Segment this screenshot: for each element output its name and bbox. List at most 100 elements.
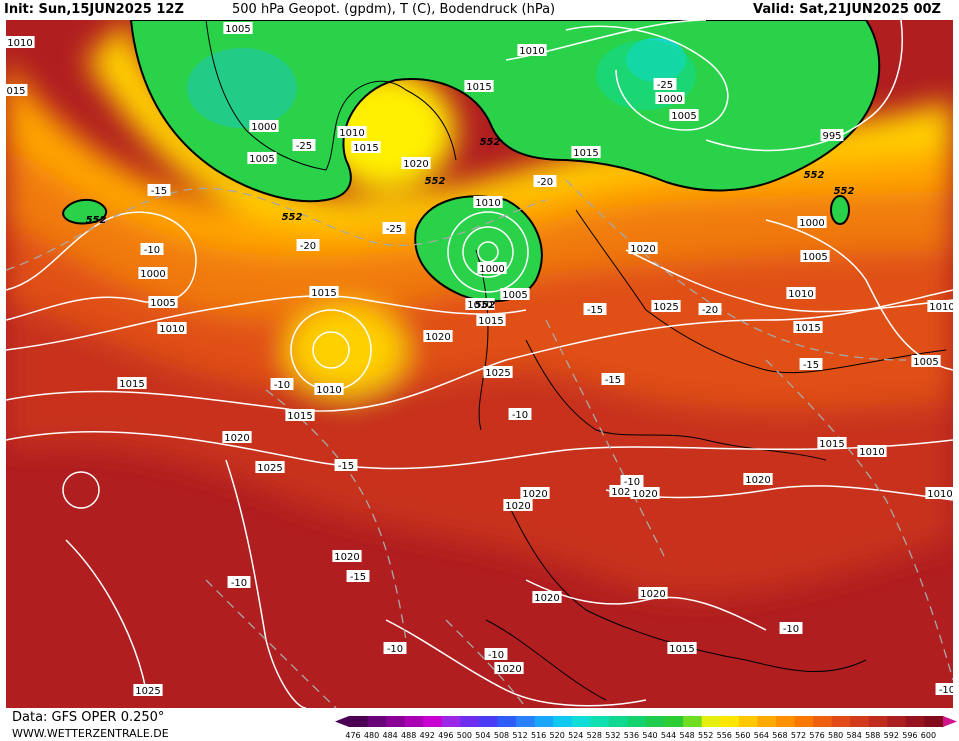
pressure-label-box xyxy=(423,330,453,342)
pressure-label: 1015 xyxy=(669,644,694,655)
pressure-label-box xyxy=(532,591,562,603)
pressure-label: 1010 xyxy=(859,447,884,458)
colorbar-tick-label: 488 xyxy=(401,731,416,740)
colorbar-swatch xyxy=(683,716,703,727)
pressure-label: 1015 xyxy=(819,439,844,450)
pressure-label-box xyxy=(332,550,362,562)
colorbar-tick-label: 552 xyxy=(698,731,713,740)
pressure-labels: 1005 1010 015 1010 1015 1000 1005 995 1000 1010 10… xyxy=(6,22,953,697)
low-552-east xyxy=(830,195,850,225)
pressure-label: 1010 xyxy=(929,302,953,313)
temperature-label-box xyxy=(935,683,953,695)
colorbar-tick-label: 576 xyxy=(809,731,824,740)
pressure-label: 1010 xyxy=(927,489,952,500)
pressure-label-box xyxy=(476,314,506,326)
colorbar-tick-label: 484 xyxy=(382,731,397,740)
temperature-label-box xyxy=(382,222,406,234)
colorbar-swatch xyxy=(590,716,610,727)
temperature-label-box xyxy=(270,378,294,390)
height-label: 552 xyxy=(86,215,107,226)
pressure-label: 1015 xyxy=(119,379,144,390)
pressure-label: 1020 xyxy=(611,487,636,498)
colorbar-swatch xyxy=(386,716,406,727)
pressure-label-box xyxy=(800,250,830,262)
pressure-label-box xyxy=(500,288,530,300)
pressure-label: 1020 xyxy=(630,244,655,255)
pressure-label-box xyxy=(465,298,495,310)
pressure-label: 1020 xyxy=(745,475,770,486)
valid-time: Valid: Sat,21JUN2025 00Z xyxy=(753,2,941,17)
pressure-label-box xyxy=(669,109,699,121)
temperature-label-box xyxy=(484,648,508,660)
pressure-label-box xyxy=(133,684,163,696)
colorbar-swatch xyxy=(646,716,666,727)
temperature-label-box xyxy=(227,576,251,588)
pressure-label: 1015 xyxy=(573,148,598,159)
pressure-label-box xyxy=(494,662,524,674)
colorbar-tick-label: 480 xyxy=(364,731,379,740)
height-label: 552 xyxy=(282,212,303,223)
pressure-label-box xyxy=(473,196,503,208)
colorbar-swatch xyxy=(775,716,795,727)
temperature-label: -15 xyxy=(605,375,621,386)
colorbar-tick-label: 512 xyxy=(512,731,527,740)
pressure-label: 1015 xyxy=(478,316,503,327)
pressure-label: 1020 xyxy=(534,593,559,604)
temperature-label: -10 xyxy=(624,477,640,488)
colorbar-tick-label: 492 xyxy=(420,731,435,740)
pressure-label-box xyxy=(667,642,697,654)
temperature-label: -10 xyxy=(783,624,799,635)
low-552-west xyxy=(62,198,108,225)
colorbar-swatch xyxy=(423,716,443,727)
colorbar-swatch xyxy=(868,716,888,727)
pressure-label-box xyxy=(630,487,660,499)
colorbar-swatch xyxy=(404,716,424,727)
pressure-label-box xyxy=(786,287,816,299)
weather-map: 1005 1010 015 1010 1015 1000 1005 995 1000 1010 10… xyxy=(6,20,953,708)
pressure-label-box xyxy=(255,461,285,473)
pressure-label: 995 xyxy=(822,131,841,142)
temperature-label-box xyxy=(698,303,722,315)
pressure-label: 1025 xyxy=(135,686,160,697)
temperature-label-box xyxy=(779,622,803,634)
pressure-label-box xyxy=(628,242,658,254)
pressure-label-box xyxy=(793,321,823,333)
temperature-label-box xyxy=(383,642,407,654)
pressure-label-box xyxy=(743,473,773,485)
pressure-label: 1015 xyxy=(311,288,336,299)
pressure-label: 1010 xyxy=(788,289,813,300)
pressure-label: 015 xyxy=(6,86,25,97)
pressure-label: 1010 xyxy=(7,38,32,49)
pressure-label-box xyxy=(314,383,344,395)
pressure-label: 1020 xyxy=(505,501,530,512)
height-label: 552 xyxy=(480,137,501,148)
temperature-label: -25 xyxy=(386,224,402,235)
temperature-label-box xyxy=(140,243,164,255)
colorbar-right-arrow xyxy=(943,716,957,727)
pressure-label-box xyxy=(638,587,668,599)
pressure-label-box xyxy=(157,322,187,334)
colorbar-swatch xyxy=(608,716,628,727)
temperature-label: -10 xyxy=(274,380,290,391)
map-footer: Data: GFS OPER 0.250° WWW.WETTERZENTRALE… xyxy=(0,708,959,741)
pressure-label-box xyxy=(517,44,547,56)
pressure-label-box xyxy=(820,129,844,141)
pressure-label-box xyxy=(483,366,513,378)
height-label: 552 xyxy=(475,300,496,311)
pressure-label-box xyxy=(401,157,431,169)
pressure-label-box xyxy=(249,120,279,132)
temperature-label-box xyxy=(601,373,625,385)
temperature-label: -10 xyxy=(144,245,160,256)
pressure-label: 1005 xyxy=(913,357,938,368)
pressure-label: 1025 xyxy=(653,302,678,313)
pressure-label-box xyxy=(6,36,35,48)
colorbar-tick-label: 520 xyxy=(550,731,565,740)
pressure-label-box xyxy=(222,431,252,443)
pressure-label-box xyxy=(6,84,28,96)
temperature-label: -15 xyxy=(803,360,819,371)
temperature-label: -10 xyxy=(488,650,504,661)
pressure-label: 1010 xyxy=(159,324,184,335)
colorbar-tick-label: 508 xyxy=(494,731,509,740)
temperature-label-box xyxy=(508,408,532,420)
pressure-label: 1020 xyxy=(224,433,249,444)
